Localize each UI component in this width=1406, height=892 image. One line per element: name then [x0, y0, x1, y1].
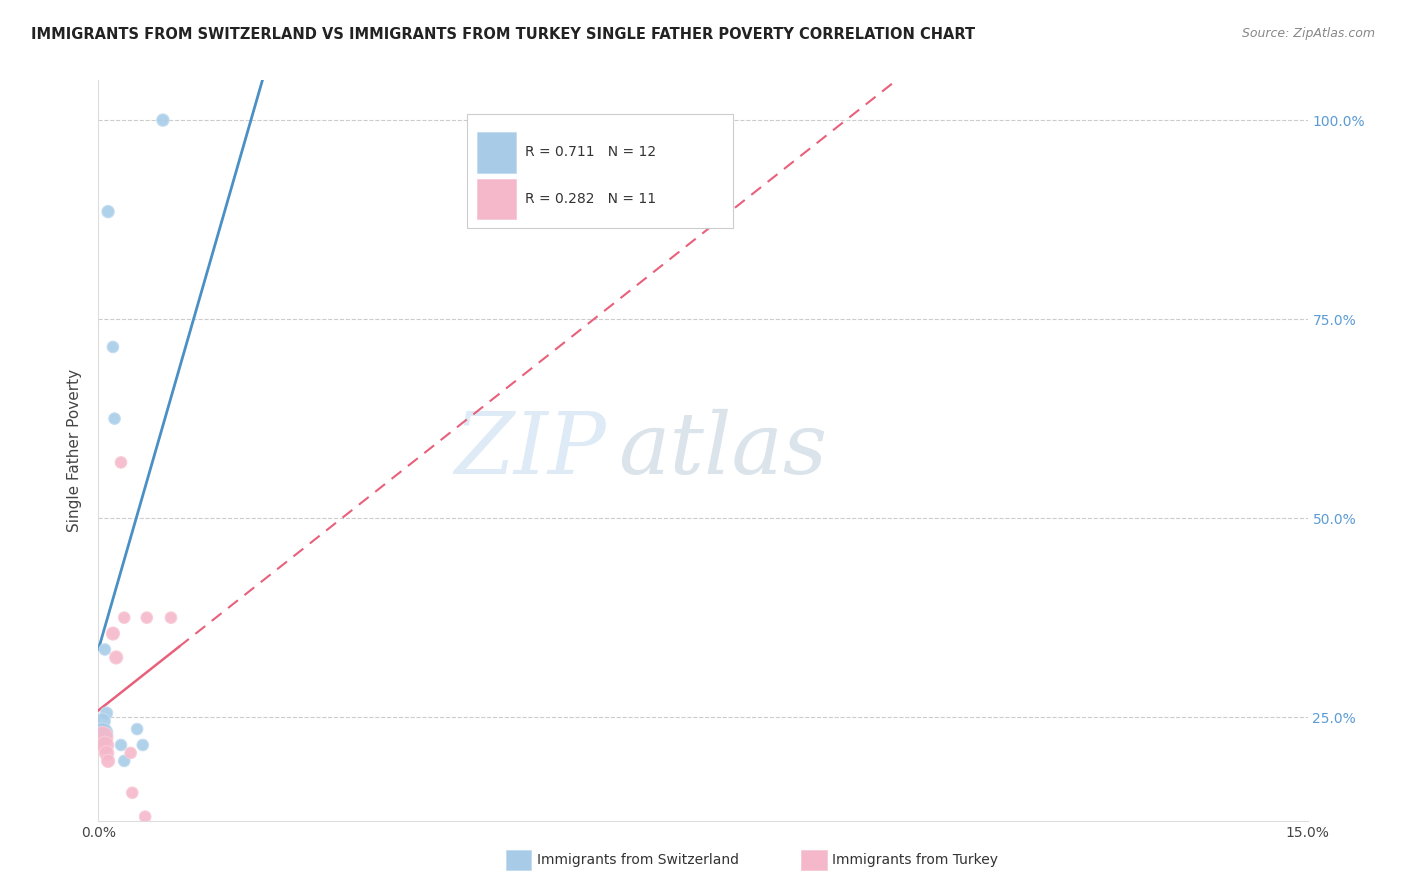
- Point: [94, 642, 117, 657]
- Point: [101, 340, 124, 354]
- Point: [94, 738, 117, 752]
- Point: [134, 810, 156, 824]
- Point: [91, 730, 114, 744]
- Text: ZIP: ZIP: [454, 409, 606, 491]
- Text: Immigrants from Turkey: Immigrants from Turkey: [832, 853, 998, 867]
- Point: [127, 722, 149, 736]
- Text: R = 0.282   N = 11: R = 0.282 N = 11: [526, 192, 657, 206]
- Text: atlas: atlas: [619, 409, 828, 491]
- Point: [91, 726, 114, 740]
- Point: [91, 714, 114, 728]
- Point: [112, 610, 135, 624]
- Point: [96, 746, 118, 760]
- Point: [103, 411, 125, 425]
- Point: [105, 650, 128, 665]
- Point: [121, 786, 143, 800]
- Point: [120, 746, 142, 760]
- Text: R = 0.711   N = 12: R = 0.711 N = 12: [526, 145, 657, 159]
- Text: Immigrants from Switzerland: Immigrants from Switzerland: [537, 853, 740, 867]
- Text: IMMIGRANTS FROM SWITZERLAND VS IMMIGRANTS FROM TURKEY SINGLE FATHER POVERTY CORR: IMMIGRANTS FROM SWITZERLAND VS IMMIGRANT…: [31, 27, 974, 42]
- Point: [97, 754, 120, 768]
- FancyBboxPatch shape: [467, 113, 734, 228]
- Point: [152, 113, 174, 128]
- Point: [101, 626, 124, 640]
- Point: [110, 455, 132, 469]
- FancyBboxPatch shape: [477, 132, 516, 173]
- Point: [160, 610, 183, 624]
- Point: [96, 706, 118, 721]
- Point: [97, 204, 120, 219]
- Y-axis label: Single Father Poverty: Single Father Poverty: [67, 369, 83, 532]
- Point: [112, 754, 135, 768]
- Point: [110, 738, 132, 752]
- FancyBboxPatch shape: [477, 178, 516, 219]
- Point: [135, 610, 157, 624]
- Text: Source: ZipAtlas.com: Source: ZipAtlas.com: [1241, 27, 1375, 40]
- Point: [132, 738, 155, 752]
